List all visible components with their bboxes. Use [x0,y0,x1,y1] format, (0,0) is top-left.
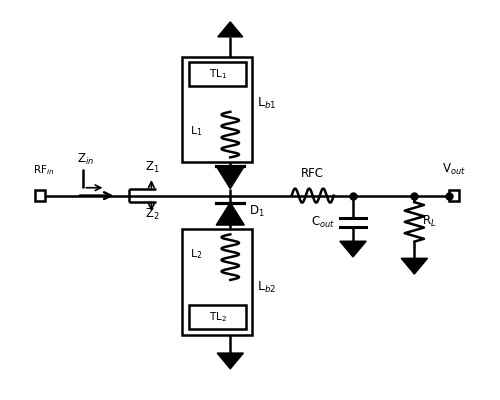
Polygon shape [218,22,243,37]
Text: L$_1$: L$_1$ [190,124,202,138]
Polygon shape [217,353,244,369]
Text: RF$_{in}$: RF$_{in}$ [33,164,54,177]
Bar [35,190,45,201]
Text: C$_{out}$: C$_{out}$ [310,215,334,230]
Text: TL$_2$: TL$_2$ [208,310,226,324]
Polygon shape [216,166,244,189]
Text: Z$_2$: Z$_2$ [145,207,160,222]
Text: L$_{b2}$: L$_{b2}$ [258,280,276,295]
Text: L$_2$: L$_2$ [190,247,202,260]
Polygon shape [401,258,427,274]
Text: R$_L$: R$_L$ [422,214,436,230]
Bar [188,305,246,329]
Polygon shape [216,203,244,225]
Text: Z$_{in}$: Z$_{in}$ [77,152,94,167]
Bar [188,62,246,86]
Text: TL$_1$: TL$_1$ [208,67,227,81]
Text: RFC: RFC [301,167,324,180]
Text: L$_{b1}$: L$_{b1}$ [258,96,277,112]
Text: D$_1$: D$_1$ [248,204,264,218]
Bar [182,56,252,162]
Polygon shape [340,241,366,257]
Text: V$_{out}$: V$_{out}$ [442,162,466,177]
Bar [450,190,459,201]
Text: Z$_1$: Z$_1$ [145,160,160,174]
Bar [182,230,252,335]
